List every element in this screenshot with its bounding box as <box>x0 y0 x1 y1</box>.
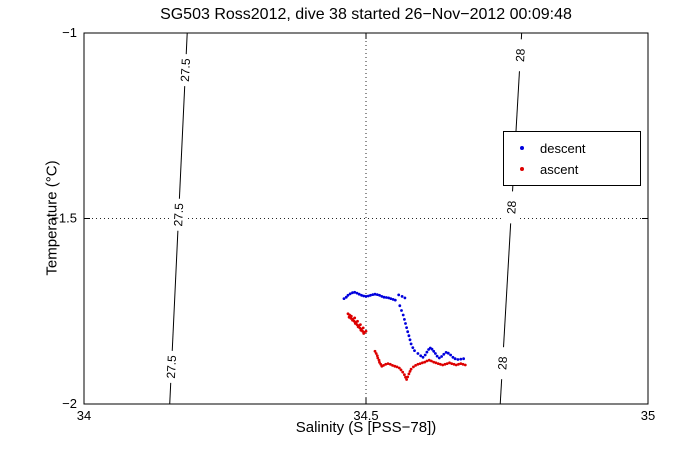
contour-label: 27.5 <box>176 53 195 87</box>
x-tick-label: 34 <box>77 408 91 423</box>
descent-series <box>342 290 465 361</box>
contour-label: 28 <box>502 190 521 224</box>
svg-text:27.5: 27.5 <box>171 202 186 226</box>
descent-marker-icon <box>520 146 524 150</box>
contour-label: 28 <box>511 38 530 72</box>
x-tick-label: 35 <box>641 408 655 423</box>
y-tick-label: −1.5 <box>51 211 77 226</box>
ascent-marker-icon <box>520 167 524 171</box>
contour-label: 27.5 <box>162 350 181 384</box>
y-tick-label: −2 <box>62 396 77 411</box>
chart-title: SG503 Ross2012, dive 38 started 26−Nov−2… <box>160 6 572 23</box>
legend-entry-descent: descent <box>504 138 640 159</box>
legend-entry-ascent: ascent <box>504 159 640 180</box>
svg-text:27.5: 27.5 <box>178 58 193 82</box>
legend-label-ascent: ascent <box>540 161 579 177</box>
y-axis-label: Temperature (°C) <box>43 160 61 276</box>
ticks: 34 34.5 35 −2 −1.5 −1 <box>51 25 655 423</box>
legend-marker-cell <box>504 167 540 171</box>
svg-text:27.5: 27.5 <box>164 355 179 379</box>
legend: descent ascent <box>503 131 641 186</box>
legend-label-descent: descent <box>540 140 586 156</box>
legend-marker-cell <box>504 146 540 150</box>
contour-label: 27.5 <box>169 198 188 232</box>
x-tick-label: 34.5 <box>353 408 378 423</box>
svg-text:28: 28 <box>513 48 528 62</box>
contour-label: 28 <box>493 346 512 380</box>
y-tick-label: −1 <box>62 25 77 40</box>
svg-text:28: 28 <box>495 356 510 370</box>
density-contours: 27.5 27.5 27.5 28 28 28 <box>162 32 530 405</box>
svg-text:28: 28 <box>504 200 519 214</box>
ascent-series <box>346 312 467 381</box>
gridlines <box>84 33 648 404</box>
x-axis-label: Salinity (S [PSS−78]) <box>295 419 437 436</box>
